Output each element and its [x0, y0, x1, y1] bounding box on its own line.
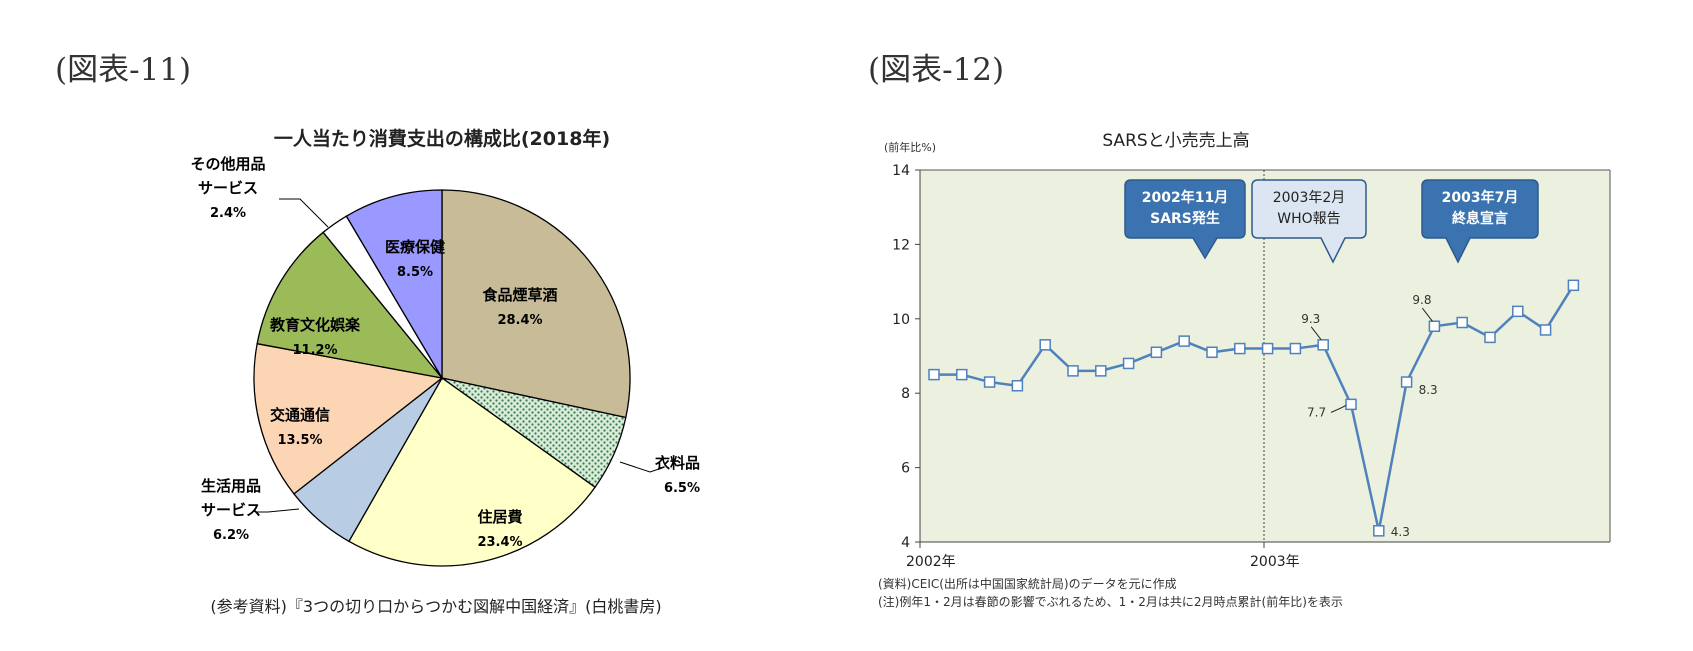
callout-box: [1124, 179, 1246, 260]
data-point-marker: [1484, 331, 1496, 344]
data-point-marker: [1345, 398, 1357, 411]
pie-labels: 食品煙草酒28.4%衣料品6.5%住居費23.4%生活用品サービス6.2%交通通…: [190, 155, 700, 550]
data-point-marker: [1067, 365, 1079, 377]
pie-leader-line: [619, 461, 663, 473]
pie-slice-label: 住居費: [477, 508, 522, 526]
figure-label-11: (図表-11): [55, 52, 192, 88]
pie-slice: [256, 231, 444, 379]
data-point-marker: [983, 376, 996, 388]
point-value-label: 8.3: [1419, 383, 1438, 397]
callout-text: 2002年11月: [1142, 189, 1228, 206]
pie-slice-label: 教育文化娯楽: [269, 316, 361, 334]
data-point-marker: [1261, 342, 1274, 355]
point-value-labels: 9.3 7.7 4.3 8.3 9.8: [1301, 293, 1437, 539]
pie-source-note: (参考資料)『3つの切り口からつかむ図解中国経済』(白桃書房): [210, 597, 661, 616]
pie-slice-value: 11.2%: [292, 343, 337, 358]
data-point-marker: [1289, 342, 1302, 355]
data-point-marker: [1122, 357, 1135, 370]
x-tick-label: 2003年: [1250, 554, 1300, 570]
y-tick-label: 12: [892, 237, 910, 253]
callout-text: SARS発生: [1150, 210, 1220, 227]
pie-slice-value: 2.4%: [210, 206, 246, 221]
pie-slice-label: 衣料品: [655, 454, 700, 472]
y-tick-label: 6: [901, 461, 910, 477]
data-point-marker: [1373, 525, 1385, 537]
data-point-marker: [1150, 346, 1163, 359]
pie-leader-lines: [257, 198, 663, 513]
point-leader-line: [1310, 326, 1322, 341]
x-tick-label: 2002年: [906, 554, 956, 570]
pie-slice-value: 6.5%: [664, 481, 700, 496]
data-point-marker: [1539, 324, 1552, 336]
data-point-marker: [1206, 346, 1218, 359]
pie-slice-value: 13.5%: [277, 433, 322, 448]
pie-slice-label: サービス: [201, 501, 261, 519]
callout-box: [1251, 179, 1367, 264]
y-axis-ticks: 4 6 8 10 12 14: [892, 163, 920, 551]
x-axis-ticks: 2002年 2003年: [906, 542, 1300, 570]
data-point-marker: [1178, 335, 1190, 347]
pie-slices: [253, 189, 631, 567]
pie-slice-label: 生活用品: [201, 477, 261, 495]
callout-text: 終息宣言: [1452, 210, 1508, 227]
pie-slice-value: 23.4%: [477, 535, 522, 550]
callout-text: WHO報告: [1277, 211, 1340, 227]
y-tick-label: 10: [892, 312, 910, 328]
data-point-marker: [1567, 279, 1580, 292]
pie-title: 一人当たり消費支出の構成比(2018年): [274, 127, 610, 150]
pie-slice-value: 28.4%: [497, 313, 542, 328]
data-point-marker: [928, 368, 940, 381]
point-value-label: 9.3: [1301, 312, 1320, 326]
callout-text: 2003年7月: [1442, 189, 1519, 206]
source-note: (資料)CEIC(出所は中国国家統計局)のデータを元に作成: [878, 576, 1177, 591]
pie-slice-value: 6.2%: [213, 528, 249, 543]
pie-slice-label: サービス: [198, 179, 258, 197]
point-leader-line: [1422, 307, 1433, 322]
pie-slice-label: 交通通信: [270, 406, 330, 424]
pie-slice-label: 医療保健: [385, 238, 445, 256]
y-axis-unit-label: (前年比%): [884, 140, 936, 154]
data-point-marker: [1039, 339, 1051, 351]
y-tick-label: 14: [892, 163, 910, 179]
y-tick-label: 4: [901, 535, 910, 551]
data-point-marker: [1234, 342, 1246, 355]
footnote: (注)例年1・2月は春節の影響でぶれるため、1・2月は共に2月時点累計(前年比)…: [878, 594, 1343, 609]
point-leader-line: [1330, 404, 1347, 413]
line-chart-title: SARSと小売売上高: [1102, 131, 1249, 151]
y-tick-label: 8: [901, 386, 910, 402]
data-point-marker: [1428, 320, 1441, 332]
pie-slice-value: 8.5%: [397, 265, 433, 280]
data-point-marker: [1456, 316, 1468, 329]
data-point-marker: [1011, 380, 1024, 392]
data-point-marker: [1095, 365, 1107, 377]
data-point-marker: [1400, 376, 1413, 388]
pie-slice-label: その他用品: [190, 155, 265, 173]
figure-label-12: (図表-12): [868, 52, 1005, 88]
pie-slice: [441, 189, 631, 419]
point-value-label: 7.7: [1307, 405, 1326, 419]
callout-text: 2003年2月: [1273, 190, 1346, 206]
point-value-label: 4.3: [1391, 525, 1410, 539]
pie-slice: [348, 377, 596, 567]
pie-slice-label: 食品煙草酒: [482, 286, 557, 304]
callout-box: [1421, 179, 1539, 264]
pie-slice: [345, 189, 443, 381]
data-point-marker: [1512, 305, 1524, 318]
data-point-marker: [956, 368, 968, 381]
pie-leader-line: [257, 508, 300, 513]
retail-sales-series: [928, 279, 1580, 537]
data-point-marker: [1317, 339, 1329, 351]
pie-leader-line: [279, 198, 329, 228]
point-value-label: 9.8: [1412, 293, 1431, 307]
pie-slice: [253, 342, 444, 495]
pie-chart: 一人当たり消費支出の構成比(2018年) 食品煙草酒 28.4% 衣料品 6.5% 住居…: [190, 127, 700, 616]
